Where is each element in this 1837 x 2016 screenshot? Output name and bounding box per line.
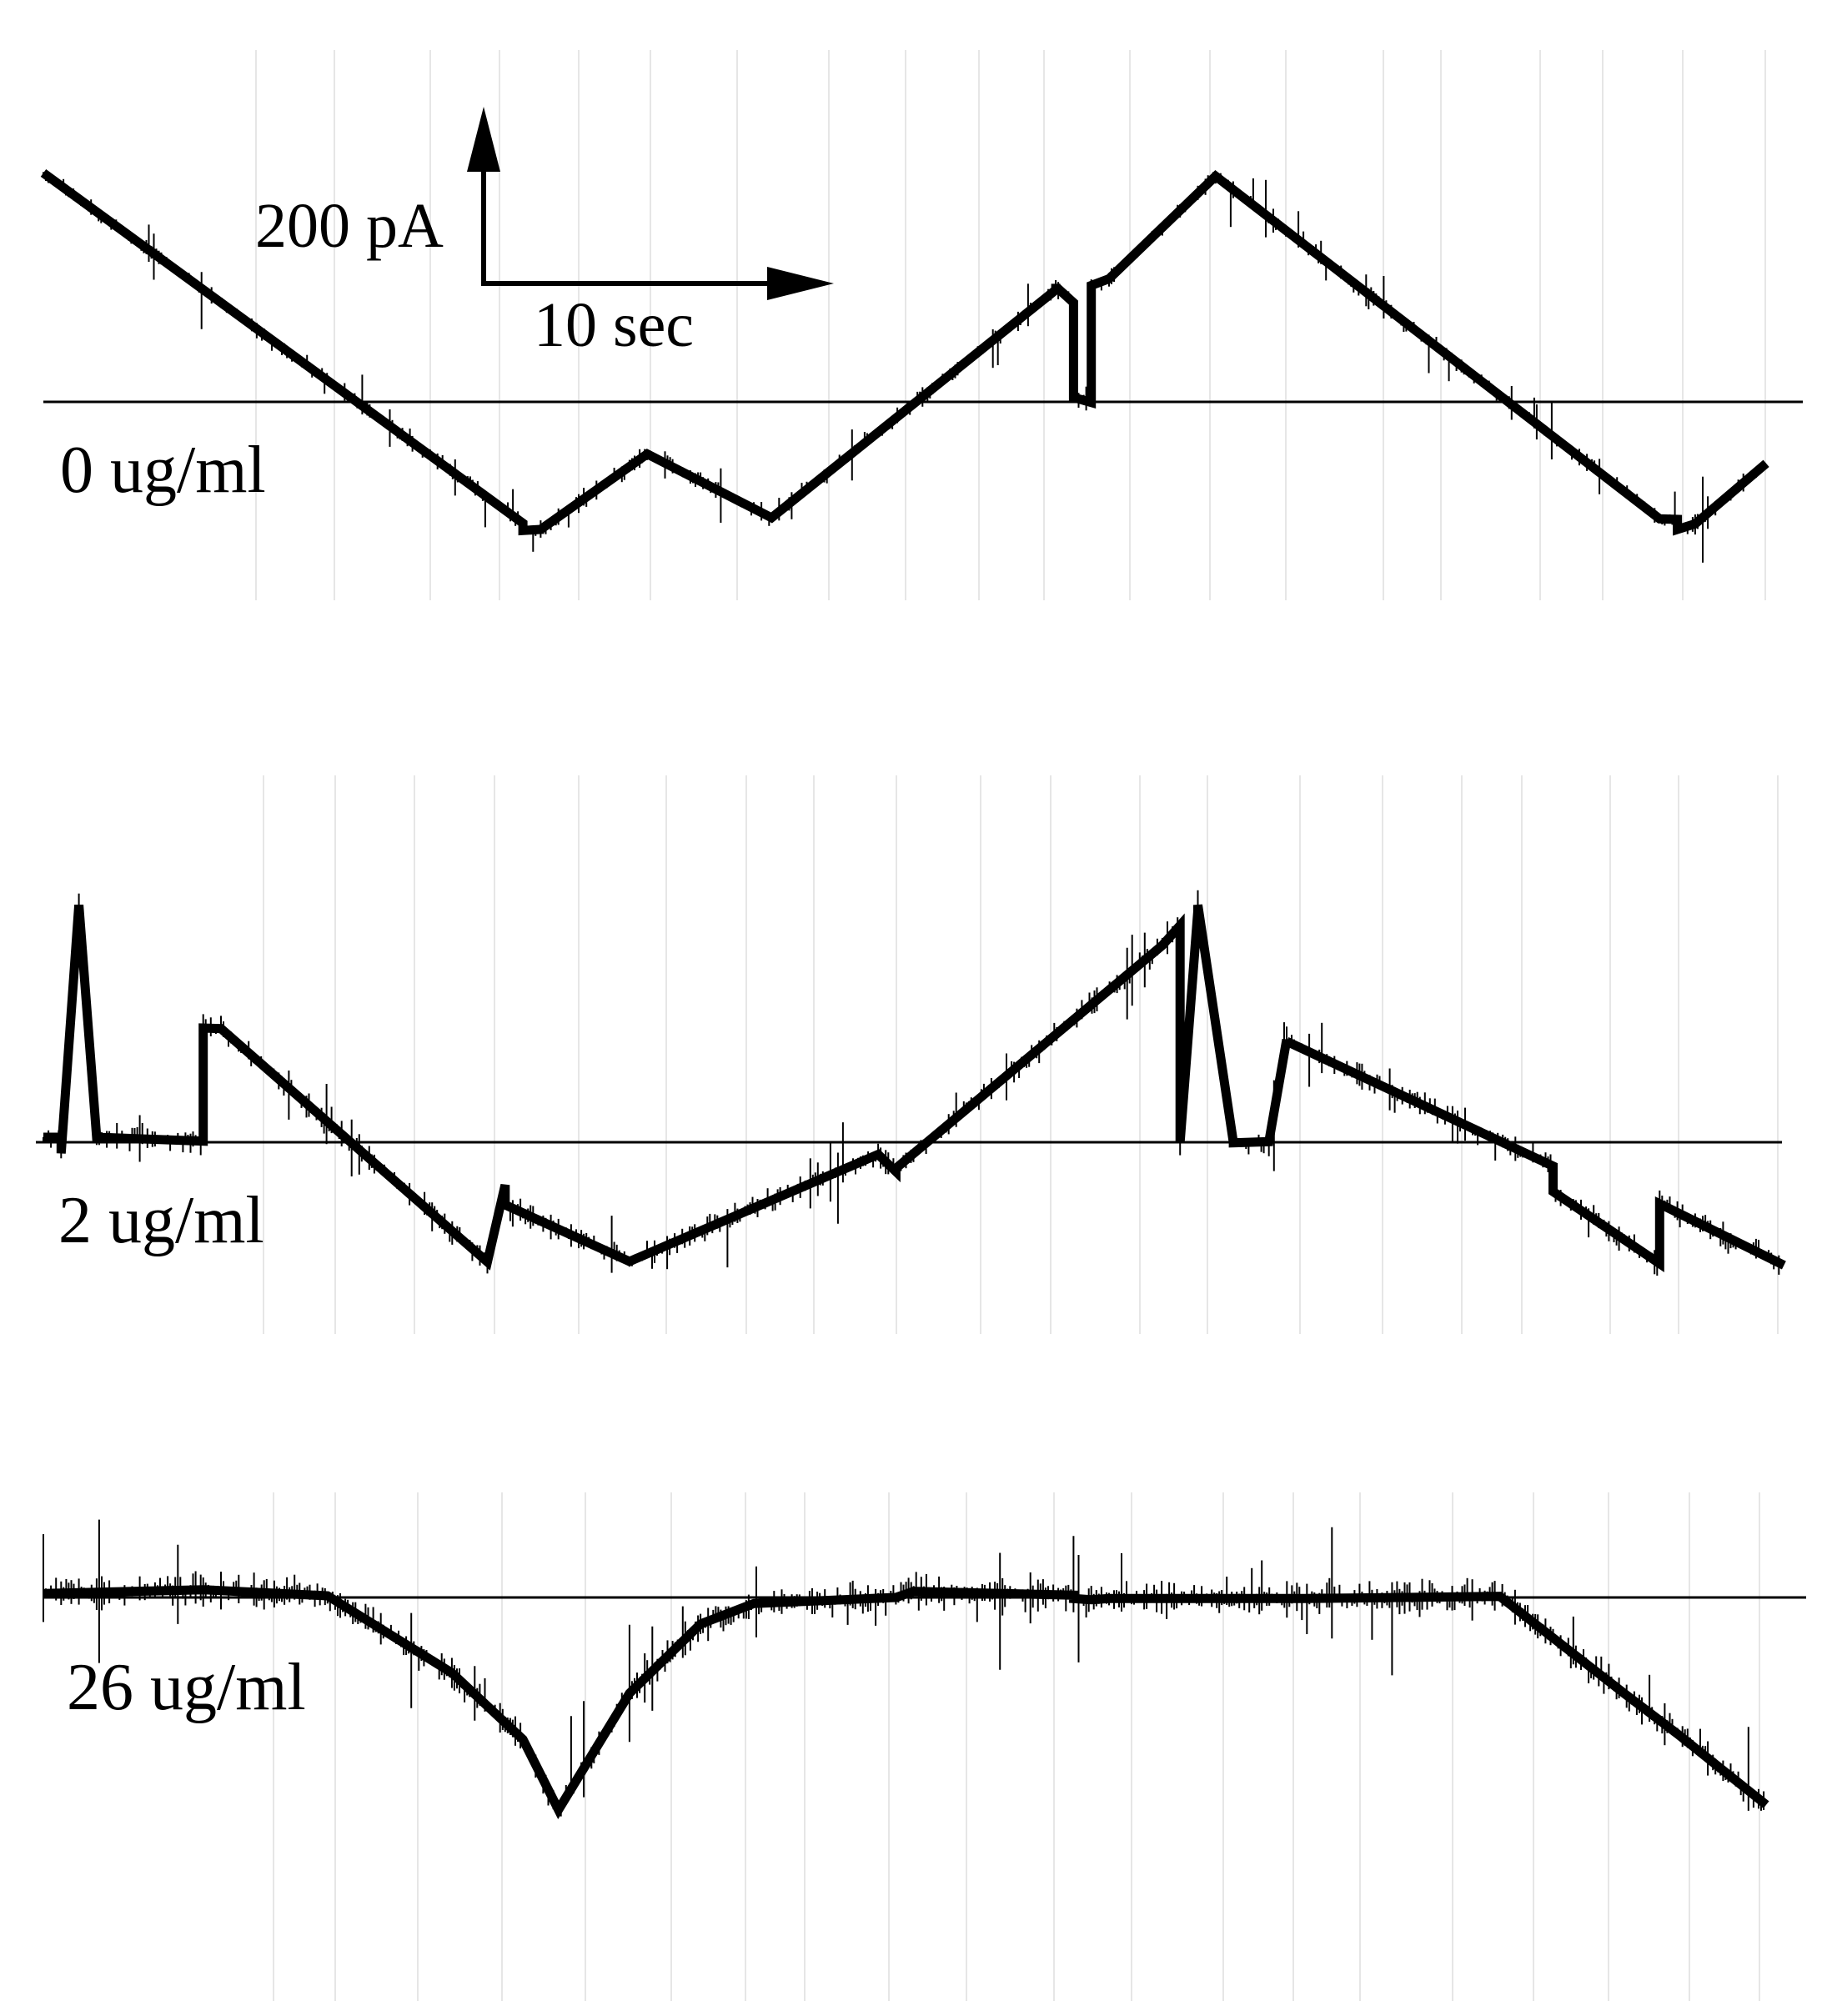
trace-1-line bbox=[40, 168, 1769, 536]
trace-2-label: 2 ug/ml bbox=[58, 1184, 264, 1257]
trace-3-line bbox=[43, 1585, 1769, 1820]
trace-panel-26-ugml: 26 ug/ml bbox=[43, 1519, 1806, 1820]
trace-1-label: 0 ug/ml bbox=[60, 434, 266, 507]
trace-panel-0-ugml: 0 ug/ml bbox=[40, 168, 1803, 563]
trace-panel-2-ugml: 2 ug/ml bbox=[36, 890, 1786, 1276]
scale-bar: 200 pA 10 sec bbox=[255, 107, 834, 360]
scale-bar-time-label: 10 sec bbox=[534, 290, 694, 360]
trace-2-noise bbox=[43, 890, 1783, 1276]
scale-bar-right-arrowhead bbox=[767, 267, 834, 300]
trace-3-label: 26 ug/ml bbox=[67, 1651, 306, 1724]
scale-bar-up-arrowhead bbox=[467, 107, 500, 172]
trace-2-line bbox=[43, 904, 1786, 1272]
scale-bar-current-label: 200 pA bbox=[255, 191, 444, 261]
background-faint-ticks bbox=[255, 50, 1779, 2001]
